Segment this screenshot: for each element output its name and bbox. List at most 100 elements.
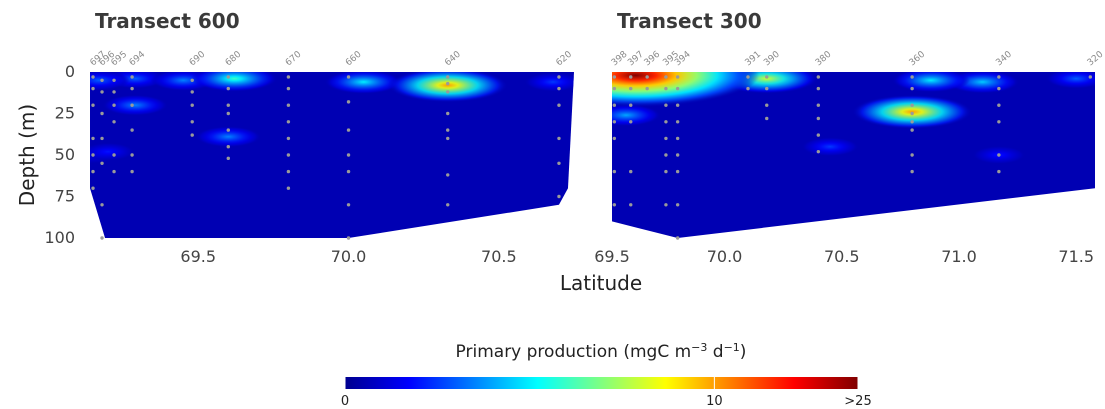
sample-point: [446, 111, 450, 116]
sample-point: [664, 203, 668, 207]
production-patch: [524, 72, 574, 92]
colorbar-tick-label: 10: [706, 394, 723, 409]
sample-point: [130, 128, 134, 132]
x-tick-label: 70.0: [331, 247, 367, 266]
production-patch: [324, 72, 403, 94]
sample-point: [910, 128, 914, 132]
sample-point: [997, 75, 1001, 79]
sample-point: [557, 161, 561, 165]
sample-point: [816, 103, 821, 107]
sample-point: [130, 75, 134, 79]
sample-point: [645, 75, 649, 79]
sample-point: [286, 169, 291, 174]
sample-point: [286, 120, 291, 124]
sample-point: [557, 136, 561, 141]
sample-point: [675, 86, 680, 91]
sample-point: [100, 161, 104, 165]
x-tick-label: 70.5: [824, 247, 860, 266]
sample-point: [629, 86, 633, 91]
sample-point: [446, 75, 450, 79]
sample-point: [91, 136, 95, 141]
station-label: 398: [610, 49, 630, 68]
y-tick-label: 50: [55, 145, 75, 164]
colorbar-tick-label: 0: [341, 394, 349, 409]
sample-point: [130, 103, 134, 107]
sample-point: [112, 90, 116, 94]
sample-point: [910, 86, 914, 91]
station-label: 396: [643, 49, 663, 68]
sample-point: [997, 86, 1001, 91]
sample-point: [190, 78, 194, 83]
sample-point: [286, 75, 291, 79]
sample-point: [612, 120, 617, 124]
sample-point: [286, 86, 291, 91]
x-tick-label: 70.0: [707, 247, 743, 266]
sample-point: [100, 78, 104, 83]
sample-point: [1088, 75, 1093, 79]
sample-point: [190, 90, 194, 94]
sample-point: [446, 203, 450, 207]
sample-point: [910, 169, 914, 174]
production-field: [612, 72, 1095, 238]
sample-point: [346, 236, 351, 240]
sample-point: [664, 169, 668, 174]
sample-point: [557, 194, 561, 199]
sample-point: [612, 75, 617, 79]
sample-point: [910, 111, 914, 116]
sample-point: [675, 103, 680, 107]
sample-point: [100, 136, 104, 141]
sample-point: [100, 203, 104, 207]
sample-point: [629, 120, 633, 124]
sample-point: [446, 90, 450, 94]
sample-point: [997, 103, 1001, 107]
sample-point: [910, 103, 914, 107]
sample-point: [675, 153, 680, 157]
production-patch: [90, 142, 135, 161]
sample-point: [226, 111, 230, 116]
sample-point: [664, 75, 668, 79]
y-tick-label: 75: [55, 187, 75, 206]
sample-point: [226, 75, 230, 79]
sample-point: [286, 103, 291, 107]
sample-point: [664, 120, 668, 124]
sample-point: [226, 156, 230, 161]
sample-point: [629, 75, 633, 79]
sample-point: [765, 103, 769, 107]
sample-point: [629, 103, 633, 107]
sample-point: [664, 86, 668, 91]
sample-point: [629, 203, 633, 207]
y-tick-label: 25: [55, 104, 75, 123]
station-label: 680: [224, 49, 244, 68]
station-label: 694: [128, 49, 148, 68]
y-axis-title: Depth (m): [15, 104, 39, 206]
sample-point: [91, 86, 95, 91]
station-label: 391: [743, 50, 763, 69]
production-patch: [195, 126, 261, 148]
sample-point: [997, 169, 1001, 174]
sample-point: [765, 86, 769, 91]
sample-point: [816, 75, 821, 79]
x-tick-label: 69.5: [594, 247, 630, 266]
y-tick-label: 0: [65, 62, 75, 81]
station-label: 320: [1086, 49, 1105, 68]
sample-point: [612, 203, 617, 207]
sample-point: [226, 145, 230, 149]
sample-point: [765, 116, 769, 121]
production-patch: [191, 72, 278, 92]
production-patch: [1045, 72, 1095, 89]
station-label: 360: [908, 49, 928, 68]
sample-point: [664, 153, 668, 157]
station-label: 390: [762, 49, 782, 68]
sample-point: [91, 186, 95, 190]
x-tick-label: 71.0: [941, 247, 977, 266]
sample-point: [112, 103, 116, 107]
production-patch: [90, 72, 130, 91]
sample-point: [130, 86, 134, 91]
sample-point: [446, 173, 450, 177]
sample-point: [816, 149, 821, 154]
production-patch: [612, 104, 661, 127]
sample-point: [112, 153, 116, 157]
colorbar-tick-label: >25: [844, 394, 871, 409]
